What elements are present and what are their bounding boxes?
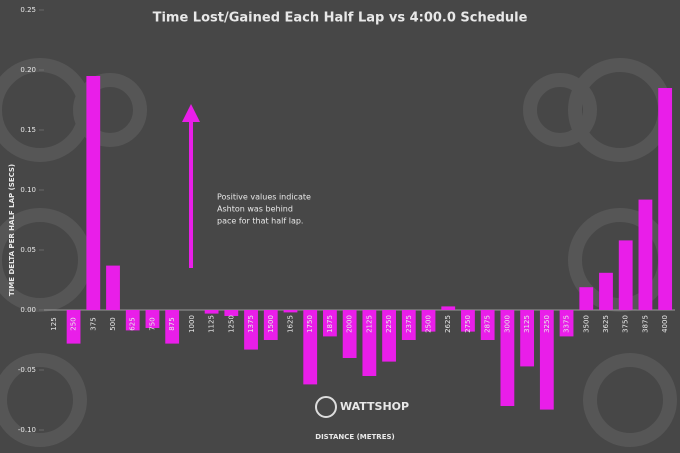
y-tick-label: 0.00 (20, 306, 36, 314)
x-tick-label: 2750 (464, 315, 472, 333)
x-tick-label: 1125 (208, 315, 216, 333)
bar (283, 310, 298, 313)
y-tick-label: -0.05 (18, 366, 36, 374)
y-tick-label: 0.15 (20, 126, 36, 134)
bar (421, 310, 436, 332)
y-tick-label: 0.10 (20, 186, 36, 194)
bar (559, 310, 574, 337)
x-tick-label: 1375 (247, 315, 255, 333)
x-tick-label: 1625 (286, 315, 294, 333)
bar (204, 310, 219, 314)
y-tick-label: -0.10 (18, 426, 36, 434)
bar (638, 199, 653, 310)
bar (480, 310, 495, 340)
x-tick-label: 2500 (425, 315, 433, 333)
x-tick-label: 3125 (523, 315, 531, 333)
x-tick-label: 625 (129, 317, 137, 330)
bar (658, 88, 673, 310)
annotation-line: Positive values indicate (217, 193, 311, 202)
background-decoration (0, 58, 677, 447)
x-tick-label: 2375 (405, 315, 413, 333)
x-tick-label: 2625 (444, 315, 452, 333)
annotation: Positive values indicate Ashton was behi… (217, 193, 311, 226)
annotation-line: pace for that half lap. (217, 217, 303, 226)
chart-title: Time Lost/Gained Each Half Lap vs 4:00.0… (153, 11, 528, 26)
bar (579, 287, 594, 310)
bar (539, 310, 554, 410)
bar (244, 310, 258, 350)
x-tick-label: 500 (109, 317, 117, 330)
bar (106, 265, 120, 310)
x-tick-label: 125 (50, 317, 58, 330)
y-tick-label: 0.20 (20, 66, 36, 74)
x-tick-label: 2125 (365, 315, 373, 333)
bar (342, 310, 357, 358)
x-tick-label: 1875 (326, 315, 334, 333)
x-tick-label: 1250 (227, 315, 235, 333)
bar (86, 76, 101, 310)
x-tick-label: 3875 (641, 315, 649, 333)
bar (500, 310, 515, 406)
x-tick-label: 3625 (602, 315, 610, 333)
x-axis-label: DISTANCE (METRES) (315, 433, 394, 441)
bar (599, 272, 613, 310)
y-tick-label: 0.25 (20, 6, 36, 14)
x-tick-label: 4000 (661, 315, 669, 333)
bar (461, 310, 475, 332)
x-tick-label: 3500 (582, 315, 590, 333)
logo-icon (315, 396, 337, 418)
x-tick-label: 3000 (503, 315, 511, 333)
bar (382, 310, 396, 362)
x-tick-label: 750 (148, 317, 156, 330)
annotation-arrowhead (182, 104, 200, 122)
x-tick-label: 3375 (563, 315, 571, 333)
bar (618, 240, 633, 310)
x-tick-label: 1500 (267, 315, 275, 333)
x-tick-label: 2250 (385, 315, 393, 333)
x-tick-label: 3250 (543, 315, 551, 333)
annotation-line: Ashton was behind (217, 205, 293, 214)
bar (401, 310, 416, 340)
x-tick-label: 2000 (346, 315, 354, 333)
bar (145, 310, 160, 328)
x-tick-label: 3750 (622, 315, 630, 333)
bar (224, 310, 239, 316)
x-tick-label: 875 (168, 317, 176, 330)
logo: WATTSHOP (340, 400, 409, 413)
bar (165, 310, 180, 344)
bar (303, 310, 318, 385)
y-axis-label: TIME DELTA PER HALF LAP (SECS) (8, 164, 16, 296)
x-tick-label: 2875 (484, 315, 492, 333)
bar (323, 310, 337, 337)
bar (520, 310, 535, 367)
bar (66, 310, 81, 344)
x-tick-label: 1750 (306, 315, 314, 333)
x-tick-label: 250 (70, 317, 78, 330)
x-tick-label: 1000 (188, 315, 196, 333)
y-tick-label: 0.05 (20, 246, 36, 254)
bar (362, 310, 377, 376)
bar (263, 310, 278, 340)
bar (441, 306, 456, 310)
x-tick-label: 375 (89, 317, 97, 330)
bar (125, 310, 140, 331)
